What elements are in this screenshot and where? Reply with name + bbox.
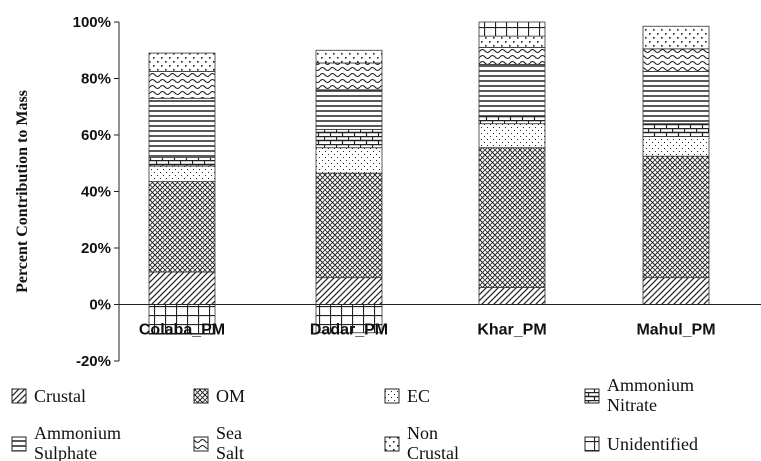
legend-swatch xyxy=(193,388,209,404)
bar-segment-ec xyxy=(148,165,216,183)
bar-segment-ammonium-nitrate xyxy=(642,123,710,137)
legend: Crustal OM EC Ammonium Nitrate Ammonium Sulpha… xyxy=(11,375,698,461)
bar-segment-unidentified xyxy=(148,304,216,335)
bar-segment-crustal xyxy=(478,287,546,305)
legend-swatch xyxy=(584,388,600,404)
bar-segment-om xyxy=(315,172,383,279)
legend-label: Ammonium Sulphate xyxy=(34,423,121,461)
bar-segment-non-crustal xyxy=(148,52,216,72)
bar-segment-sea-salt xyxy=(148,71,216,99)
bar-segment-sea-salt xyxy=(642,48,710,72)
y-tick-label: 100% xyxy=(73,14,111,31)
bar-segment-sea-salt xyxy=(315,62,383,91)
y-tick-label: 40% xyxy=(81,184,111,201)
legend-swatch xyxy=(384,436,400,452)
bar-segment-unidentified xyxy=(315,304,383,334)
x-category-label: Mahul_PM xyxy=(636,322,715,339)
y-tick-label: 60% xyxy=(81,127,111,144)
legend-swatch xyxy=(11,388,27,404)
bar-segment-ammonium-sulphate xyxy=(642,71,710,125)
legend-label: Unidentified xyxy=(607,434,698,454)
legend-label: EC xyxy=(407,386,430,406)
bar-segment-crustal xyxy=(315,277,383,305)
bar-segment-ec xyxy=(478,123,546,149)
bar-segment-ec xyxy=(642,136,710,157)
bar-segment-non-crustal xyxy=(315,49,383,64)
bar-segment-ammonium-sulphate xyxy=(478,63,546,118)
bar-segment-ammonium-nitrate xyxy=(478,116,546,125)
x-category-label: Khar_PM xyxy=(477,322,546,339)
bar-segment-crustal xyxy=(642,277,710,305)
bar-segment-om xyxy=(642,155,710,279)
y-tick-label: -20% xyxy=(76,353,111,370)
bar-segment-non-crustal xyxy=(642,25,710,50)
x-category-label: Dadar_PM xyxy=(310,322,388,339)
bar-segment-om xyxy=(148,181,216,273)
plot-area: -20% 0% 20% 40% 60% 80% 100% Colaba_PM Dadar_PM K… xyxy=(14,14,761,370)
bar-segment-ammonium-sulphate xyxy=(148,97,216,159)
y-axis-title: Percent Contribution to Mass xyxy=(14,90,31,293)
legend-swatch xyxy=(11,436,27,452)
x-category-label: Colaba_PM xyxy=(139,322,225,339)
legend-label: Non Crustal xyxy=(407,423,459,461)
y-tick-label: 80% xyxy=(81,71,111,88)
legend-label: Sea Salt xyxy=(216,423,244,461)
legend-label: Crustal xyxy=(34,386,86,406)
y-tick-label: 20% xyxy=(81,240,111,257)
bar-segment-unidentified xyxy=(478,21,546,37)
y-tick-label: 0% xyxy=(89,297,111,314)
legend-swatch xyxy=(193,436,209,452)
legend-swatch xyxy=(384,388,400,404)
legend-label: Ammonium Nitrate xyxy=(607,375,694,415)
bar-segment-ammonium-nitrate xyxy=(315,128,383,149)
bar-segment-crustal xyxy=(148,271,216,305)
bar-segment-ammonium-nitrate xyxy=(148,157,216,167)
bar-segment-ec xyxy=(315,147,383,174)
bar-segment-sea-salt xyxy=(478,47,546,65)
legend-label: OM xyxy=(216,386,245,406)
bar-segment-ammonium-sulphate xyxy=(315,89,383,130)
legend-swatch xyxy=(584,436,600,452)
bar-segment-non-crustal xyxy=(478,35,546,48)
bar-segment-om xyxy=(478,147,546,288)
